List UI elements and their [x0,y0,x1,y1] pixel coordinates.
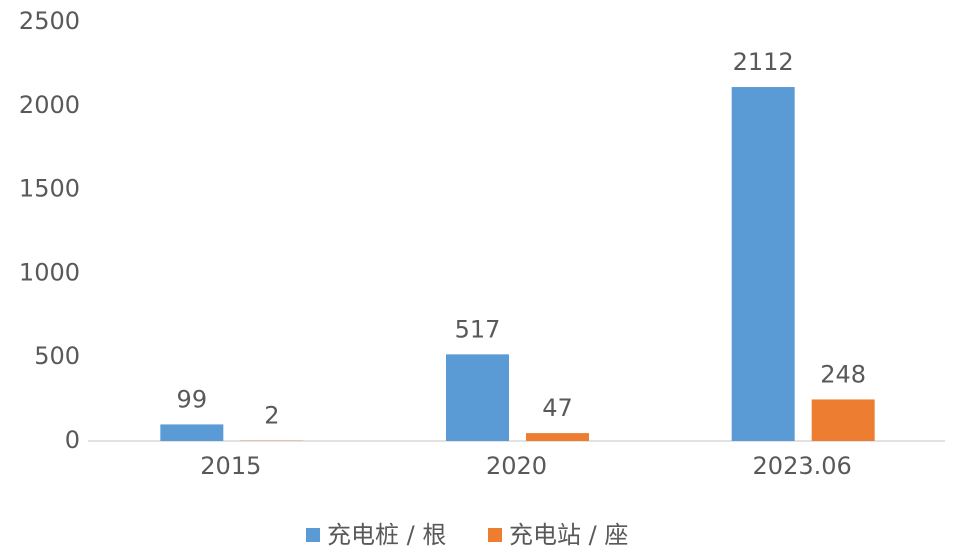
y-tick-label: 2500 [19,7,80,35]
bar [811,399,875,441]
data-label: 248 [820,360,866,388]
y-tick-label: 1500 [19,175,80,203]
data-label: 517 [455,315,501,343]
x-tick-label: 2023.06 [753,452,852,480]
bar [526,433,589,441]
legend-swatch [488,528,502,542]
legend-label: 充电站 / 座 [509,521,628,549]
data-label: 2 [264,402,279,430]
data-label: 99 [177,385,208,413]
y-tick-label: 2000 [19,91,80,119]
legend-label: 充电桩 / 根 [327,521,446,549]
data-label: 47 [542,394,573,422]
y-tick-label: 1000 [19,258,80,286]
bar [160,424,224,441]
y-tick-label: 500 [34,342,80,370]
bar [446,354,509,441]
data-label: 2112 [733,48,794,76]
x-tick-label: 2020 [486,452,547,480]
y-tick-label: 0 [65,426,80,454]
bar [731,87,795,441]
legend-swatch [306,528,320,542]
x-tick-label: 2015 [200,452,261,480]
